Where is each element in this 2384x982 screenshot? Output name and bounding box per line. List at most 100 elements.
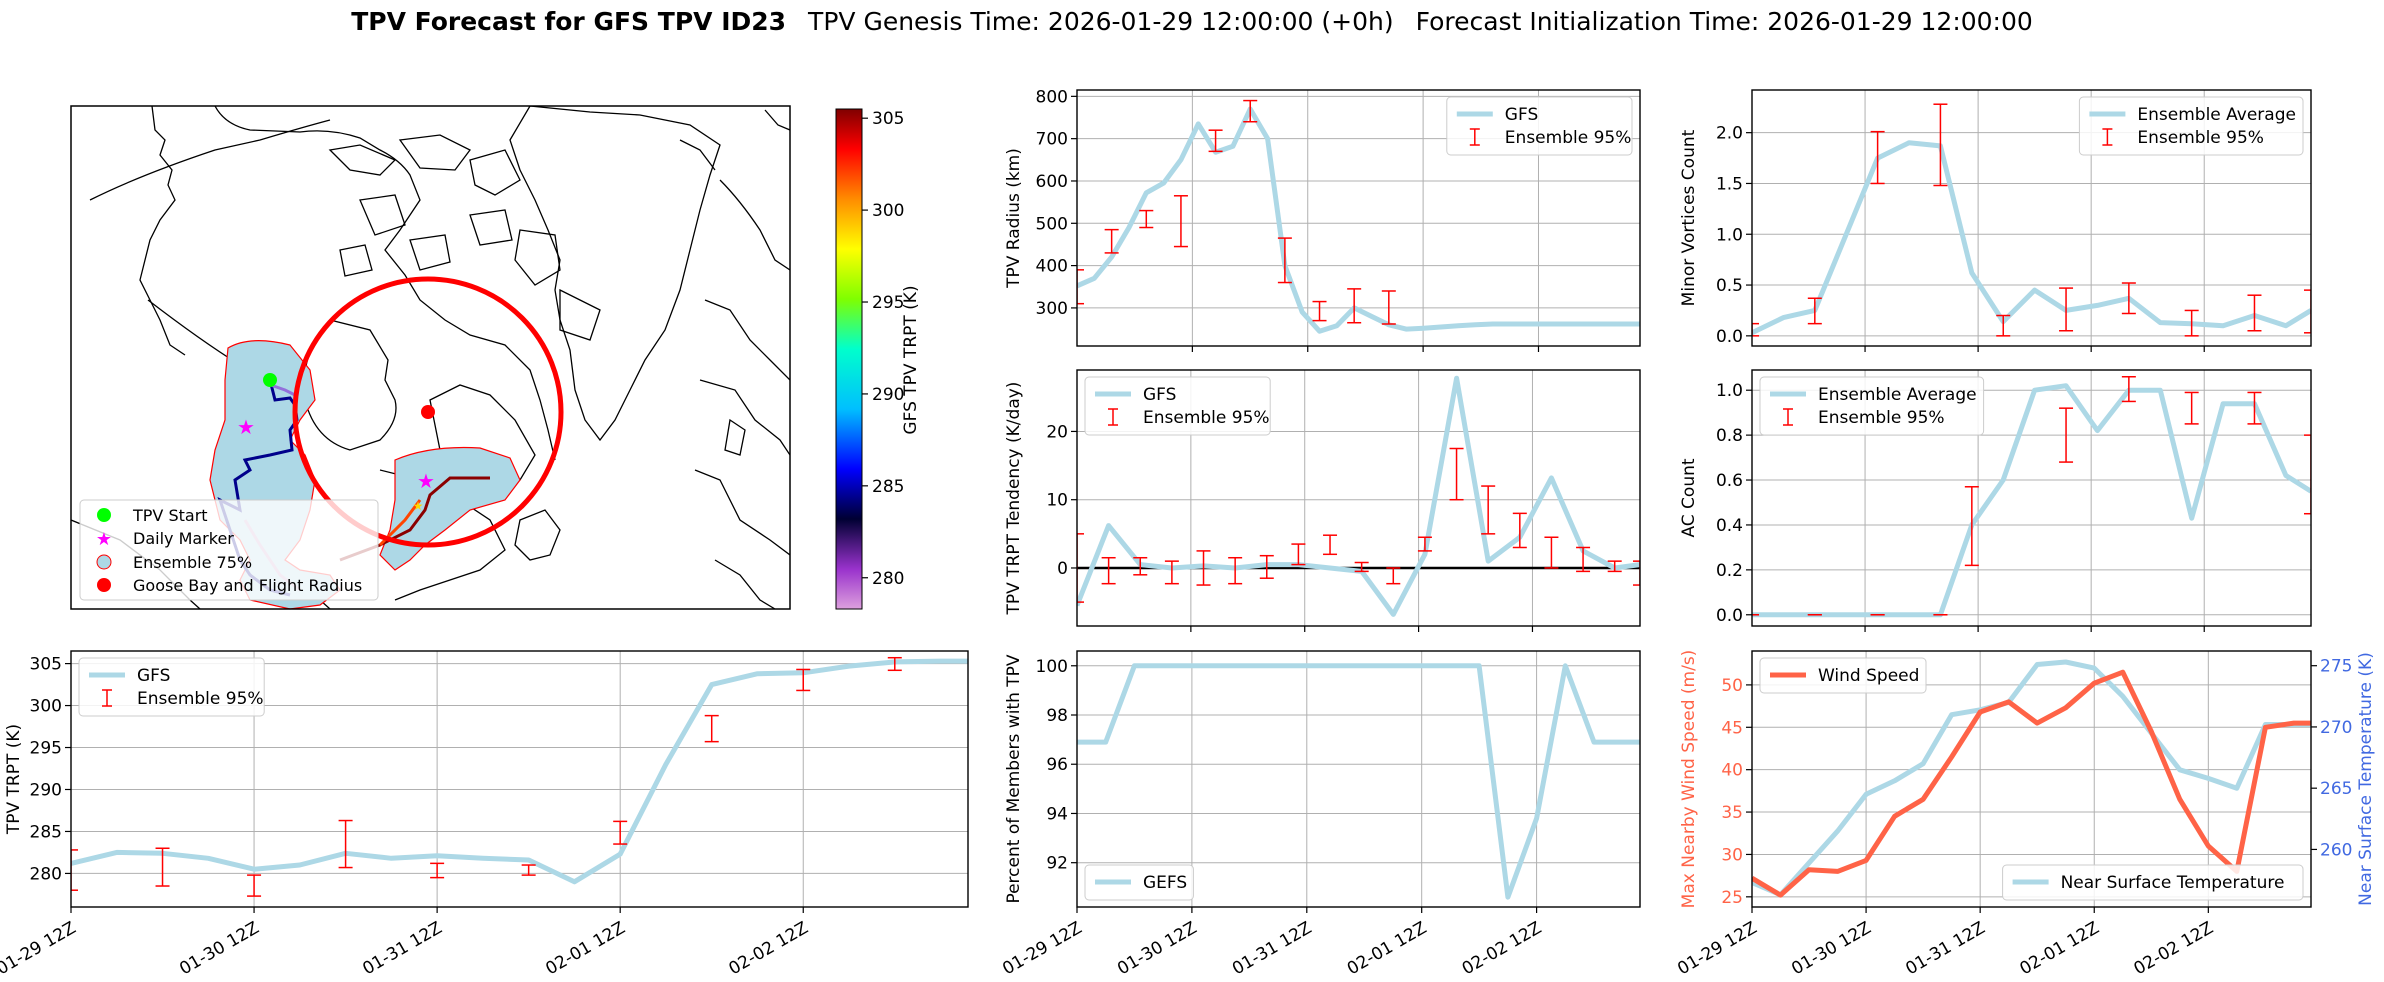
y-tick-label: 300 [30,697,62,717]
y-tick-label: 100 [1036,657,1068,677]
colorbar-tick-label: 280 [872,569,904,589]
y-tick-label: 290 [30,780,62,800]
y-tick-label: 0.6 [1716,471,1743,491]
y-tick-label: 0 [1057,559,1068,579]
y-tick-label: 45 [1721,718,1743,738]
map-legend-label: Daily Marker [133,529,234,548]
y-tick-label: 35 [1721,803,1743,823]
y-axis-label: Percent of Members with TPV [1004,654,1024,903]
colorbar-tick-label: 285 [872,477,904,497]
errorbar [1347,289,1361,323]
figure-title: TPV Forecast for GFS TPV ID23 TPV Genesis… [351,7,2033,36]
errorbar [1386,568,1400,584]
errorbar [1174,196,1188,247]
y-tick-label: 92 [1046,854,1068,874]
title-genesis: TPV Genesis Time: 2026-01-29 12:00:00 (+… [807,7,1394,36]
errorbar [1291,544,1305,564]
errorbar [1323,535,1337,554]
chart-legend: Near Surface Temperature [2003,865,2303,900]
title-init: Forecast Initialization Time: 2026-01-29… [1416,7,2033,36]
x-tick-label: 02-01 12Z [1344,918,1430,979]
legend-label: GEFS [1143,873,1187,893]
y-tick-label: 0.0 [1716,327,1743,347]
errorbar [2247,295,2261,331]
legend-ensemble-marker [97,555,111,569]
colorbar-tick-label: 300 [872,201,904,221]
errorbar [247,875,261,896]
y-tick-label: 98 [1046,706,1068,726]
legend-label: Ensemble 95% [2137,128,2264,148]
y-tick-label: 20 [1046,422,1068,442]
chart-tendency: 01020TPV TRPT Tendency (K/day) GFSEnsembl… [1004,370,1647,632]
chart-radius: 300 400 500 600 700 800 TPV Radius (km) GFS Ense… [1004,87,1640,352]
y-tick-label: 0.2 [1716,561,1743,581]
figure: TPV Forecast for GFS TPV ID23 TPV Genesis… [0,0,2384,982]
y-tick-label: 600 [1036,172,1068,192]
legend-label: Wind Speed [1818,666,1919,686]
map-legend: TPV Start ★ Daily Marker Ensemble 75% Go… [80,500,378,600]
chart-legend: GFS Ensemble 95% [79,658,264,716]
y-tick-label: 2.0 [1716,124,1743,144]
errorbar [1139,211,1153,228]
y-axis-label: TPV Radius (km) [1004,148,1024,289]
chart-legend: GFS Ensemble 95% [1447,97,1632,155]
x-tick-label: 02-02 12Z [2131,918,2217,979]
y-tick-label: 0.4 [1716,516,1743,536]
y-axis-label: AC Count [1679,458,1699,537]
y-tick-label: 94 [1046,804,1068,824]
errorbar [1313,302,1327,321]
x-tick-label: 02-01 12Z [2016,918,2102,979]
x-tick-label: 01-30 12Z [1788,918,1874,979]
colorbar-tick-label: 290 [872,385,904,405]
x-tick-label: 01-31 12Z [1902,918,1988,979]
y-tick-label: 800 [1036,87,1068,107]
colorbar-tick-label: 295 [872,293,904,313]
y-right-tick-label: 265 [2320,779,2352,799]
x-tick-label: 01-29 12Z [999,918,1085,979]
map-legend-label: TPV Start [132,506,208,525]
colorbar [836,109,862,609]
chart-legend: Ensemble AverageEnsemble 95% [2079,97,2303,155]
colorbar-ticks: 280 285 290 295 300 305 [862,109,904,589]
errorbar [1450,449,1464,500]
map-legend-label: Goose Bay and Flight Radius [133,576,362,595]
colorbar-label: GFS TPV TRPT (K) [901,285,921,434]
y-tick-label: 295 [30,739,62,759]
errorbar [339,821,353,868]
daily-marker: ★ [413,499,424,513]
daily-marker: ★ [417,469,435,493]
y-axis-label: TPV TRPT (K) [4,724,24,835]
y-tick-label: 25 [1721,888,1743,908]
y-tick-label: 500 [1036,214,1068,234]
y-tick-label: 700 [1036,130,1068,150]
legend-label: GFS [1143,385,1176,405]
x-tick-label: 01-29 12Z [1674,918,1760,979]
y-axis-label: Max Nearby Wind Speed (m/s) [1679,650,1699,909]
series-line [1752,143,2311,333]
legend-label: Ensemble 95% [137,689,264,709]
y-tick-label: 10 [1046,491,1068,511]
y-tick-label: 40 [1721,761,1743,781]
colorbar-tick-label: 305 [872,109,904,129]
chart-wind: 25303540455001-29 12Z 01-30 12Z 01-31 12Z 0… [1674,650,2376,980]
legend-label: Near Surface Temperature [2061,873,2285,893]
y-right-axis-label: Near Surface Temperature (K) [2356,652,2376,906]
chart-trpt: 280 285 290 295 300 305 01-29 12Z 01-30 12Z 01-3… [0,651,968,979]
x-tick-label: 02-02 12Z [1459,918,1545,979]
errorbar [705,716,719,742]
daily-marker: ★ [237,415,255,439]
y-tick-label: 1.0 [1716,381,1743,401]
y-tick-label: 0.8 [1716,426,1743,446]
errorbar [1228,558,1242,584]
goose-bay-marker [421,405,435,419]
title-bold: TPV Forecast for GFS TPV ID23 [351,7,786,36]
chart-legend: GFS Ensemble 95% [1085,377,1270,435]
x-tick-label: 01-30 12Z [1114,918,1200,979]
y-tick-label: 30 [1721,845,1743,865]
errorbar [1102,558,1116,584]
errorbar [1965,487,1979,566]
chart-percent: 92 94 96 98 100 01-29 12Z 01-30 12Z 01-31 12Z 02… [999,651,1640,979]
y-tick-label: 280 [30,864,62,884]
x-tick-label: 01-31 12Z [359,918,445,979]
x-tick-label: 01-31 12Z [1229,918,1315,979]
